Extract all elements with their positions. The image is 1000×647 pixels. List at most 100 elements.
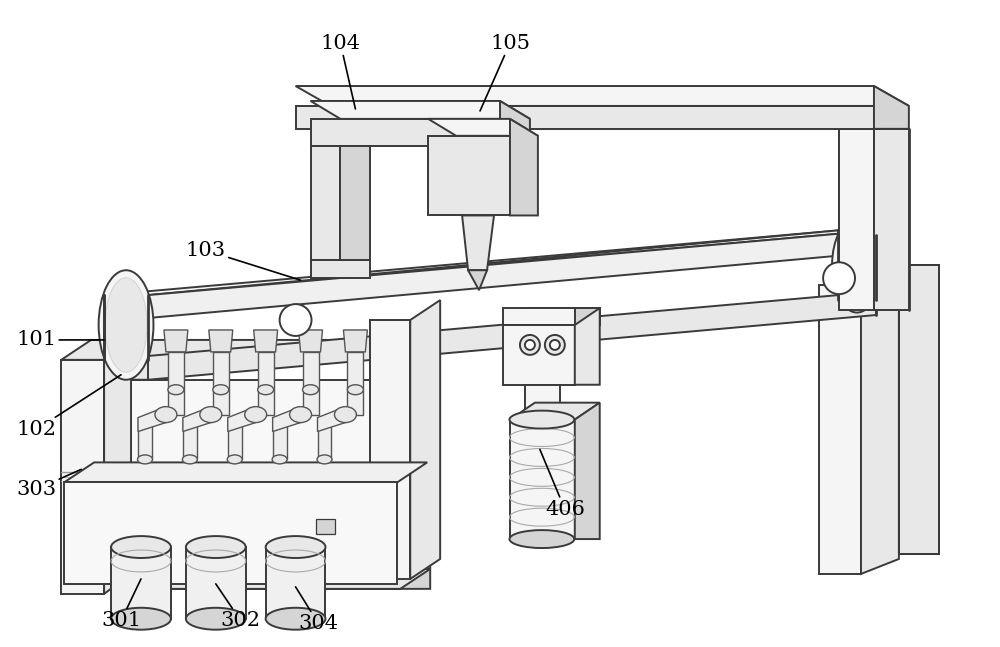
Polygon shape bbox=[311, 101, 530, 119]
Polygon shape bbox=[258, 352, 274, 389]
Polygon shape bbox=[468, 270, 487, 290]
Text: 303: 303 bbox=[16, 469, 81, 499]
Polygon shape bbox=[168, 352, 184, 389]
Polygon shape bbox=[254, 330, 278, 352]
Polygon shape bbox=[503, 308, 575, 325]
Polygon shape bbox=[347, 389, 363, 415]
Polygon shape bbox=[318, 407, 345, 432]
Polygon shape bbox=[400, 340, 430, 589]
Polygon shape bbox=[61, 569, 430, 589]
Polygon shape bbox=[575, 308, 600, 385]
Circle shape bbox=[550, 340, 560, 350]
Polygon shape bbox=[318, 417, 331, 459]
Polygon shape bbox=[303, 389, 319, 415]
Ellipse shape bbox=[509, 530, 574, 548]
Polygon shape bbox=[861, 265, 899, 574]
Polygon shape bbox=[410, 300, 440, 579]
Polygon shape bbox=[104, 295, 148, 360]
Ellipse shape bbox=[334, 407, 356, 422]
Circle shape bbox=[545, 335, 565, 355]
Ellipse shape bbox=[99, 270, 153, 380]
Polygon shape bbox=[510, 420, 575, 539]
Text: 104: 104 bbox=[320, 34, 360, 109]
Text: 103: 103 bbox=[186, 241, 301, 280]
Ellipse shape bbox=[832, 218, 882, 313]
Polygon shape bbox=[213, 352, 229, 389]
Polygon shape bbox=[370, 320, 410, 579]
Polygon shape bbox=[428, 119, 538, 136]
Polygon shape bbox=[347, 352, 363, 389]
Polygon shape bbox=[874, 86, 909, 129]
Ellipse shape bbox=[227, 455, 242, 464]
Polygon shape bbox=[209, 330, 233, 352]
Polygon shape bbox=[575, 308, 600, 325]
Ellipse shape bbox=[303, 385, 319, 395]
Polygon shape bbox=[64, 482, 397, 584]
Polygon shape bbox=[299, 330, 322, 352]
Text: 304: 304 bbox=[296, 587, 339, 633]
Polygon shape bbox=[258, 389, 274, 415]
Polygon shape bbox=[839, 129, 874, 310]
Polygon shape bbox=[213, 389, 229, 415]
Polygon shape bbox=[510, 402, 600, 420]
Polygon shape bbox=[183, 407, 211, 432]
Ellipse shape bbox=[138, 455, 152, 464]
Polygon shape bbox=[316, 519, 335, 534]
Polygon shape bbox=[296, 106, 874, 129]
Polygon shape bbox=[296, 86, 909, 106]
Polygon shape bbox=[186, 547, 246, 619]
Polygon shape bbox=[168, 389, 184, 415]
Polygon shape bbox=[148, 230, 876, 295]
Polygon shape bbox=[462, 215, 494, 270]
Polygon shape bbox=[228, 417, 242, 459]
Polygon shape bbox=[899, 265, 939, 554]
Text: 105: 105 bbox=[480, 34, 530, 111]
Ellipse shape bbox=[290, 407, 312, 422]
Polygon shape bbox=[183, 417, 197, 459]
Ellipse shape bbox=[838, 225, 876, 305]
Polygon shape bbox=[61, 380, 400, 589]
Polygon shape bbox=[104, 340, 131, 594]
Polygon shape bbox=[266, 547, 325, 619]
Polygon shape bbox=[164, 330, 188, 352]
Polygon shape bbox=[311, 119, 500, 146]
Polygon shape bbox=[343, 330, 367, 352]
Ellipse shape bbox=[258, 385, 274, 395]
Circle shape bbox=[280, 304, 312, 336]
Ellipse shape bbox=[186, 608, 246, 630]
Polygon shape bbox=[148, 230, 876, 318]
Polygon shape bbox=[874, 129, 909, 310]
Ellipse shape bbox=[105, 278, 147, 372]
Ellipse shape bbox=[111, 536, 171, 558]
Ellipse shape bbox=[168, 385, 184, 395]
Circle shape bbox=[520, 335, 540, 355]
Text: 406: 406 bbox=[540, 450, 585, 519]
Ellipse shape bbox=[272, 455, 287, 464]
Polygon shape bbox=[340, 146, 370, 260]
Polygon shape bbox=[303, 352, 319, 389]
Polygon shape bbox=[428, 136, 510, 215]
Ellipse shape bbox=[186, 536, 246, 558]
Ellipse shape bbox=[347, 385, 363, 395]
Polygon shape bbox=[64, 463, 427, 482]
Ellipse shape bbox=[509, 411, 574, 428]
Polygon shape bbox=[138, 417, 152, 459]
Polygon shape bbox=[138, 407, 166, 432]
Polygon shape bbox=[500, 101, 530, 146]
Ellipse shape bbox=[213, 385, 229, 395]
Ellipse shape bbox=[111, 608, 171, 630]
Polygon shape bbox=[273, 407, 301, 432]
Polygon shape bbox=[525, 385, 560, 420]
Ellipse shape bbox=[182, 455, 197, 464]
Polygon shape bbox=[510, 119, 538, 215]
Polygon shape bbox=[111, 547, 171, 619]
Polygon shape bbox=[228, 407, 256, 432]
Polygon shape bbox=[61, 360, 104, 594]
Text: 302: 302 bbox=[216, 584, 261, 630]
Polygon shape bbox=[104, 295, 876, 380]
Polygon shape bbox=[273, 417, 287, 459]
Circle shape bbox=[823, 262, 855, 294]
Ellipse shape bbox=[317, 455, 332, 464]
Polygon shape bbox=[311, 260, 370, 278]
Ellipse shape bbox=[200, 407, 222, 422]
